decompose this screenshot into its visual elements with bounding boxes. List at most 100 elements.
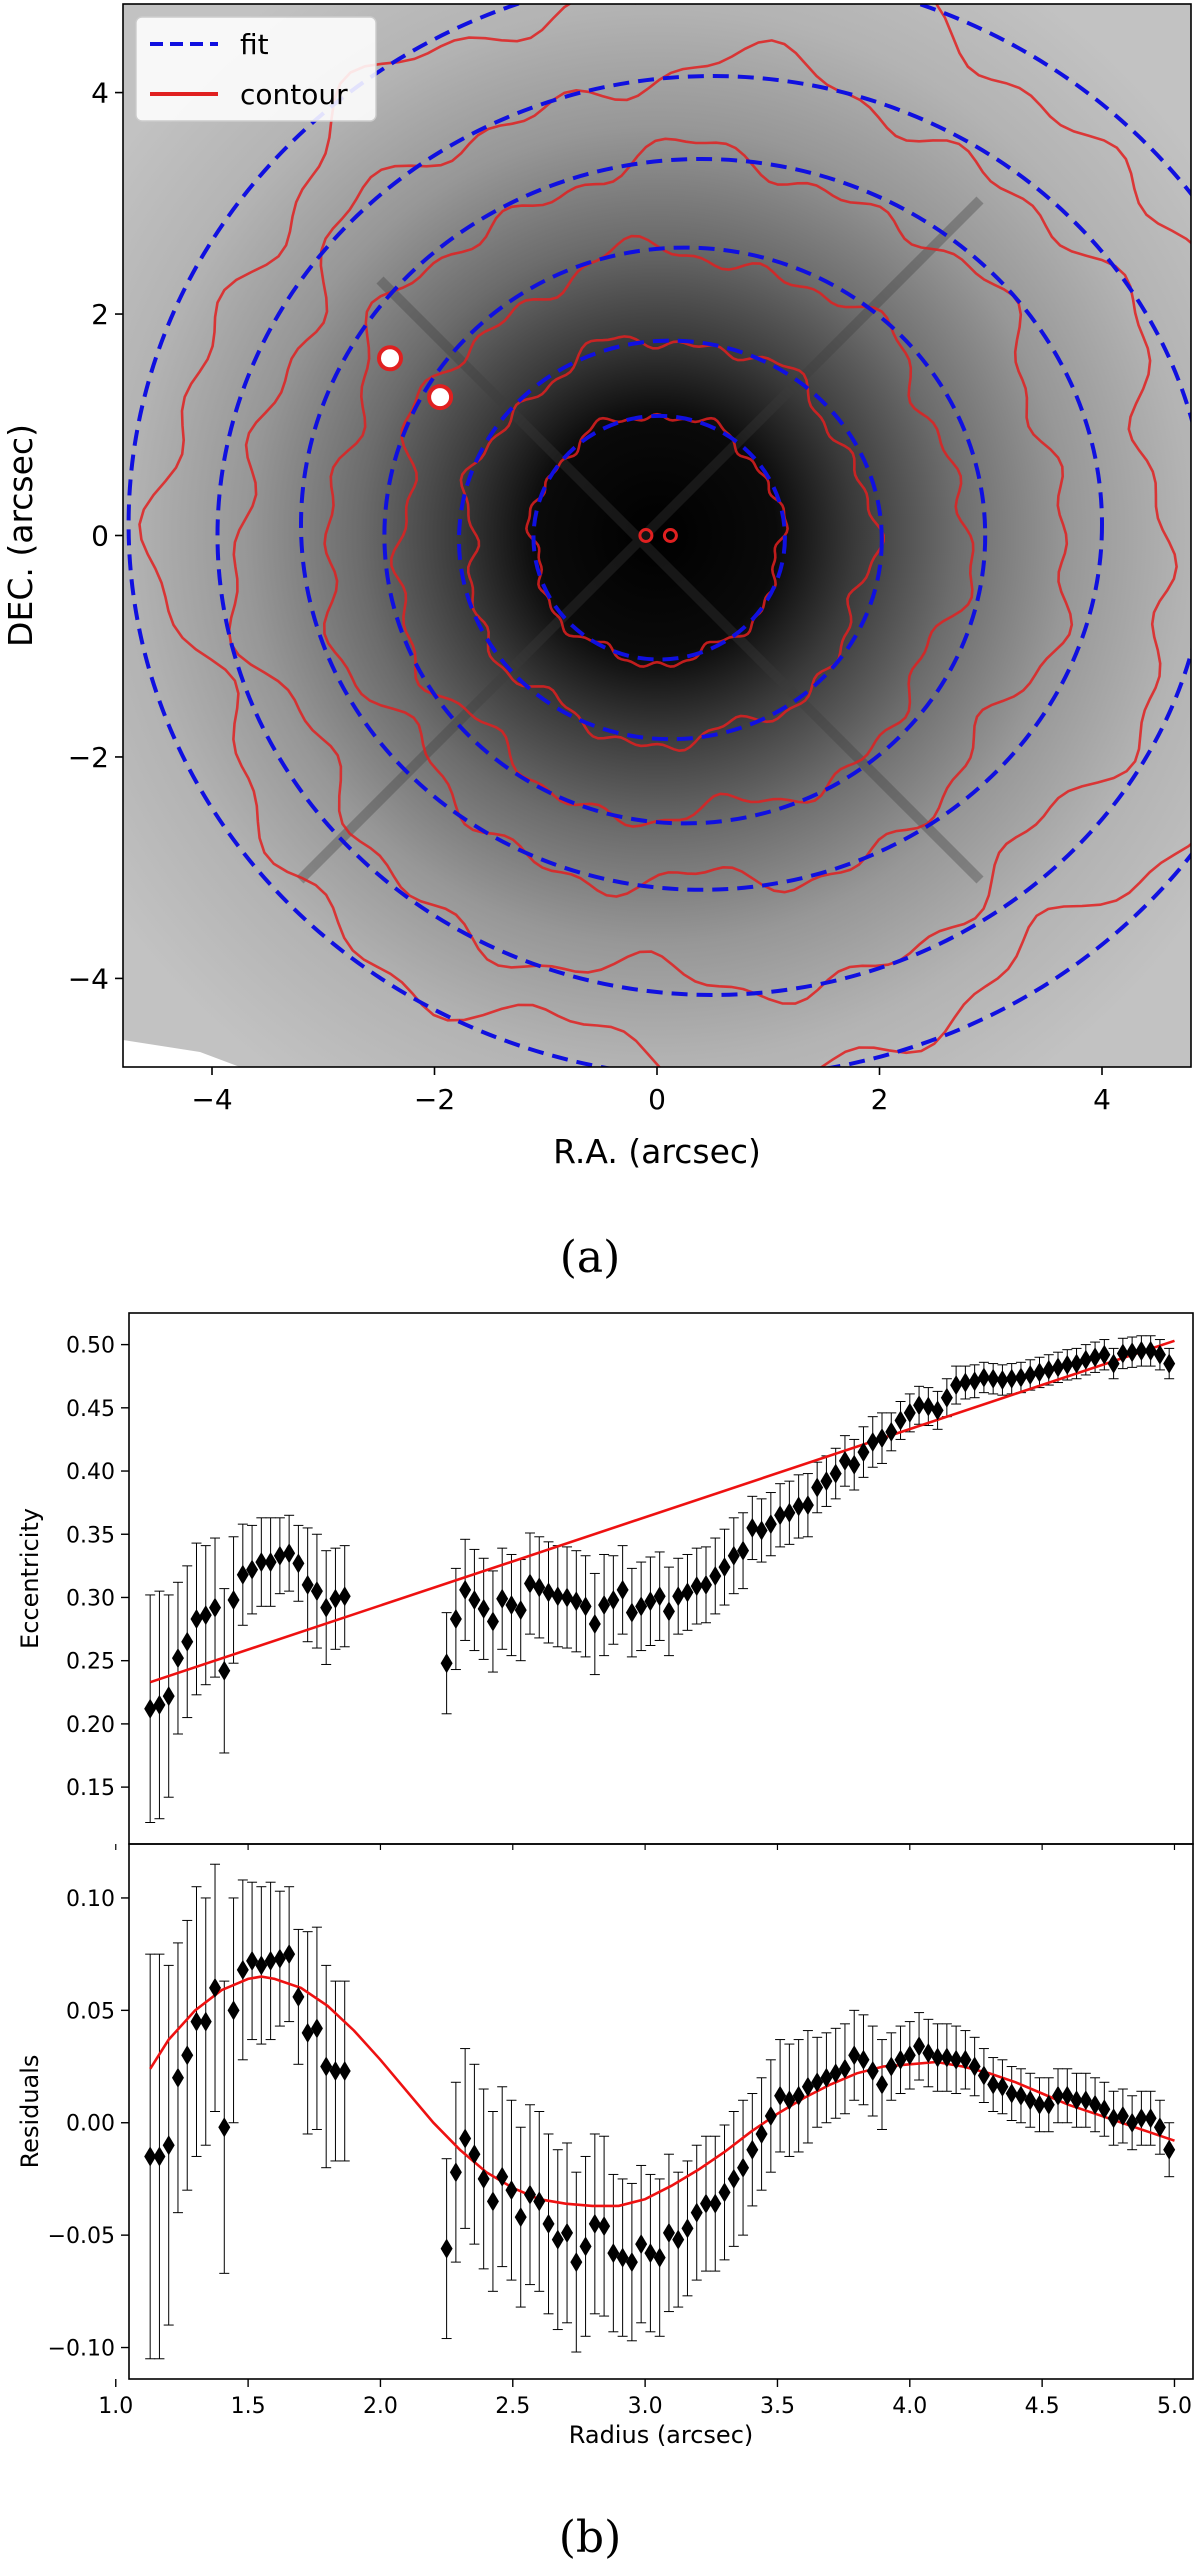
b1-point-12: [255, 1552, 268, 1573]
b2-point-100: [1163, 2139, 1176, 2160]
b1-point-15: [283, 1543, 296, 1564]
b2-point-34: [551, 2229, 564, 2250]
b1-point-16: [292, 1553, 305, 1574]
b1-point-58: [774, 1505, 787, 1526]
b1-point-18: [310, 1581, 323, 1602]
b2-ytick-label-4: 0.10: [66, 1887, 115, 1912]
b1-point-40: [607, 1589, 620, 1610]
b1-point-76: [940, 1387, 953, 1408]
b1-point-95: [1116, 1343, 1129, 1364]
b1-point-51: [709, 1565, 722, 1586]
b1-point-66: [848, 1454, 861, 1475]
b1-point-35: [561, 1587, 574, 1608]
b1-point-27: [486, 1611, 499, 1632]
b1-ytick-label-6: 0.45: [66, 1397, 115, 1422]
b2-point-18: [310, 2018, 323, 2039]
b1-point-92: [1089, 1347, 1102, 1368]
b2-point-31: [523, 2184, 536, 2205]
b1-point-90: [1070, 1353, 1083, 1374]
b2-model-line: [149, 1975, 1175, 2208]
b1-point-99: [1153, 1344, 1166, 1365]
contour-level-3: [322, 137, 1074, 898]
b1-point-86: [1033, 1362, 1046, 1383]
b2-point-10: [236, 1959, 249, 1980]
b2-point-71: [894, 2049, 907, 2070]
b2-point-91: [1079, 2090, 1092, 2111]
b2-point-39: [598, 2216, 611, 2237]
b2-point-13: [264, 1950, 277, 1971]
b2-point-44: [644, 2243, 657, 2264]
b2-point-61: [801, 2076, 814, 2097]
panel-a-axes: −4 −2 0 2 4 −4 −2 0 2 4 R.A. (arcsec) DEC. (arcsec): [1, 77, 1111, 1171]
b1-point-61: [801, 1495, 814, 1516]
b1-point-72: [903, 1402, 916, 1423]
b1-point-87: [1042, 1359, 1055, 1380]
b2-point-64: [829, 2063, 842, 2084]
b2-point-55: [746, 2139, 759, 2160]
b2-point-27: [486, 2191, 499, 2212]
fit-ellipse-1: [457, 338, 884, 742]
b2-point-60: [792, 2085, 805, 2106]
b1-point-85: [1024, 1364, 1037, 1385]
b2-point-79: [968, 2056, 981, 2077]
b1-point-93: [1098, 1344, 1111, 1365]
b1-point-96: [1126, 1342, 1139, 1363]
b1-point-2: [162, 1686, 175, 1707]
caption-b: (b): [559, 2512, 622, 2563]
b2-xtick-label-8: 5.0: [1157, 2394, 1192, 2419]
a-ytick-label-2: 0: [91, 520, 109, 553]
b2-point-66: [848, 2045, 861, 2066]
a-ytick-label-4: 4: [91, 77, 109, 110]
b2-point-8: [218, 2117, 231, 2138]
b1-point-11: [246, 1559, 259, 1580]
b2-point-73: [913, 2036, 926, 2057]
point-sources: [377, 345, 678, 543]
b1-point-14: [273, 1545, 286, 1566]
b2-xtick-label-2: 2.0: [363, 2394, 398, 2419]
a-xtick-label-1: −2: [414, 1083, 455, 1116]
b1-point-68: [866, 1431, 879, 1452]
a-xtick-label-4: 4: [1093, 1083, 1111, 1116]
b1-point-89: [1061, 1354, 1074, 1375]
b2-point-21: [338, 2061, 351, 2082]
b2-point-46: [662, 2222, 675, 2243]
b2-point-6: [199, 2011, 212, 2032]
b2-point-45: [653, 2247, 666, 2268]
b1-point-6: [199, 1605, 212, 1626]
b1-point-48: [681, 1582, 694, 1603]
legend-contour-label: contour: [240, 78, 348, 111]
b2-point-22: [440, 2238, 453, 2259]
b1-ytick-label-2: 0.25: [66, 1650, 115, 1675]
b2-point-33: [542, 2213, 555, 2234]
b1-point-37: [579, 1596, 592, 1617]
b2-point-74: [922, 2043, 935, 2064]
b1-point-3: [171, 1648, 184, 1669]
b1-point-54: [737, 1540, 750, 1561]
b2-ytick-label-1: −0.05: [48, 2224, 115, 2249]
b2-point-11: [246, 1950, 259, 1971]
b2-point-29: [505, 2180, 518, 2201]
b2-point-87: [1042, 2094, 1055, 2115]
fit-ellipse-3: [299, 157, 1104, 892]
b2-point-16: [292, 1986, 305, 2007]
b2-point-56: [755, 2123, 768, 2144]
b1-point-83: [1005, 1368, 1018, 1389]
b1-point-67: [857, 1442, 870, 1463]
image-background: [123, 4, 1191, 1067]
b2-xtick-label-1: 1.5: [231, 2394, 266, 2419]
b1-point-43: [635, 1596, 648, 1617]
b2-point-50: [699, 2193, 712, 2214]
b1-point-98: [1144, 1340, 1157, 1361]
b2-point-9: [227, 2000, 240, 2021]
b2-point-78: [959, 2049, 972, 2070]
b1-point-25: [468, 1589, 481, 1610]
b2-point-47: [672, 2229, 685, 2250]
b2-xtick-label-6: 4.0: [892, 2394, 927, 2419]
a-xtick-label-0: −4: [191, 1083, 232, 1116]
b2-point-26: [477, 2168, 490, 2189]
b1-point-84: [1014, 1367, 1027, 1388]
b2-point-65: [838, 2058, 851, 2079]
b2-point-76: [940, 2047, 953, 2068]
eccentricity-points: [144, 1340, 1176, 1719]
